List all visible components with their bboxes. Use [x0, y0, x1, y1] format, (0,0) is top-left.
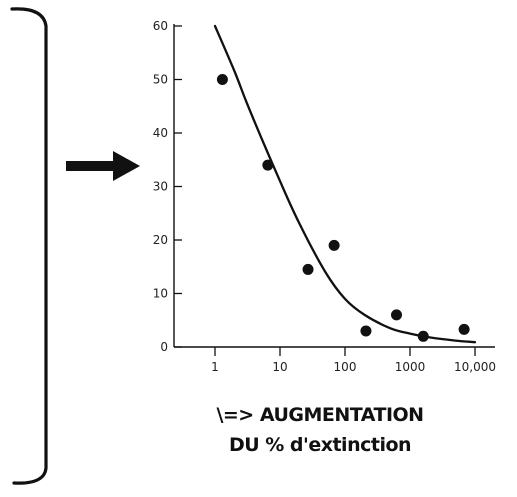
x-tick-label: 1000 — [395, 360, 426, 374]
right-brace-bracket — [10, 7, 48, 485]
x-tick-label: 10 — [272, 360, 287, 374]
y-tick-label: 30 — [153, 180, 168, 194]
fitted-curve — [213, 24, 477, 344]
axes: 0 10 20 30 40 50 60 1 10 100 1000 10,000 — [153, 19, 496, 374]
data-point — [458, 323, 470, 335]
data-point — [302, 263, 314, 275]
y-tick-label: 40 — [153, 126, 168, 140]
data-point — [328, 239, 340, 251]
data-point — [360, 325, 372, 337]
y-tick-label: 60 — [153, 19, 168, 33]
x-tick-label: 10,000 — [454, 360, 496, 374]
fitted-curve-layer — [213, 24, 477, 344]
data-point — [216, 74, 228, 85]
right-arrow-icon — [66, 151, 140, 181]
caption-line-2: DU % d'extinction — [228, 434, 412, 456]
y-tick-label: 50 — [153, 73, 168, 87]
x-tick-label: 100 — [334, 360, 357, 374]
data-points-layer — [216, 74, 470, 342]
caption-line-1: \=> AUGMENTATION — [216, 404, 424, 426]
y-tick-label: 10 — [153, 287, 168, 301]
data-point — [262, 159, 274, 171]
x-tick-label: 1 — [211, 360, 219, 374]
y-tick-label: 20 — [153, 233, 168, 247]
data-point — [391, 309, 403, 321]
y-tick-label: 0 — [160, 340, 168, 354]
data-point — [417, 330, 429, 342]
